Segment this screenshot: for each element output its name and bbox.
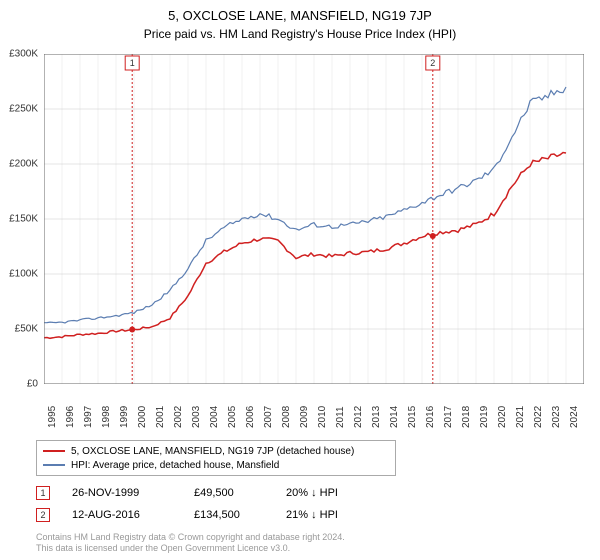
- sale-date: 12-AUG-2016: [72, 509, 172, 521]
- sale-date: 26-NOV-1999: [72, 487, 172, 499]
- marker-badge-2: 2: [36, 508, 50, 522]
- y-axis-labels: £0£50K£100K£150K£200K£250K£300K: [0, 54, 42, 384]
- sale-row-1: 1 26-NOV-1999 £49,500 20% ↓ HPI: [36, 484, 338, 502]
- svg-text:2: 2: [430, 58, 435, 68]
- marker-badge-1: 1: [36, 486, 50, 500]
- legend-label: 5, OXCLOSE LANE, MANSFIELD, NG19 7JP (de…: [71, 446, 354, 457]
- legend-swatch: [43, 464, 65, 466]
- sale-price: £134,500: [194, 509, 264, 521]
- footnote-line: Contains HM Land Registry data © Crown c…: [36, 532, 345, 543]
- legend-item-hpi: HPI: Average price, detached house, Mans…: [43, 458, 389, 472]
- legend-item-property: 5, OXCLOSE LANE, MANSFIELD, NG19 7JP (de…: [43, 444, 389, 458]
- sale-price: £49,500: [194, 487, 264, 499]
- legend-swatch: [43, 450, 65, 452]
- sale-diff: 21% ↓ HPI: [286, 509, 338, 521]
- sale-row-2: 2 12-AUG-2016 £134,500 21% ↓ HPI: [36, 506, 338, 524]
- sale-diff: 20% ↓ HPI: [286, 487, 338, 499]
- legend: 5, OXCLOSE LANE, MANSFIELD, NG19 7JP (de…: [36, 440, 396, 476]
- sales-records: 1 26-NOV-1999 £49,500 20% ↓ HPI 2 12-AUG…: [36, 484, 338, 528]
- legend-label: HPI: Average price, detached house, Mans…: [71, 460, 279, 471]
- svg-text:1: 1: [130, 58, 135, 68]
- footnote: Contains HM Land Registry data © Crown c…: [36, 532, 345, 555]
- page-subtitle: Price paid vs. HM Land Registry's House …: [0, 23, 600, 41]
- footnote-line: This data is licensed under the Open Gov…: [36, 543, 345, 554]
- page-title: 5, OXCLOSE LANE, MANSFIELD, NG19 7JP: [0, 0, 600, 23]
- price-chart: 12: [44, 54, 584, 384]
- chart-svg: 12: [44, 54, 584, 384]
- x-axis-labels: 1995199619971998199920002001200220032004…: [44, 386, 584, 436]
